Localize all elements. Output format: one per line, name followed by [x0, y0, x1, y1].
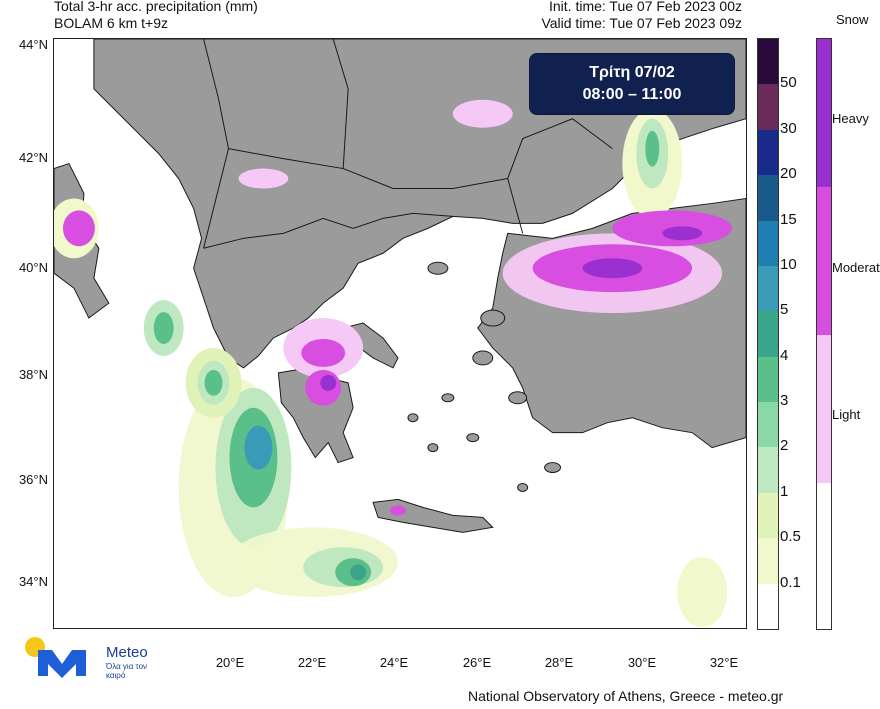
- time-window-badge: Τρίτη 07/02 08:00 – 11:00: [529, 53, 735, 115]
- rain-colorbar-label: 30: [780, 119, 797, 137]
- lon-label: 20°E: [215, 655, 245, 670]
- lon-label: 24°E: [379, 655, 409, 670]
- rain-areas: [54, 108, 728, 628]
- rain-colorbar-segment: [758, 220, 778, 266]
- rain-colorbar-segment: [758, 447, 778, 493]
- lat-label: 42°N: [18, 150, 48, 165]
- precipitation-map: [53, 38, 747, 629]
- rain-colorbar-segment: [758, 39, 778, 85]
- rain-colorbar-segment: [758, 492, 778, 539]
- logo-tagline: Όλα για τον καιρό: [106, 662, 148, 680]
- rain-colorbar-label: 5: [780, 301, 789, 319]
- lon-label: 22°E: [297, 655, 327, 670]
- lat-label: 34°N: [18, 574, 48, 589]
- rain-colorbar-label: 20: [780, 165, 797, 183]
- rain-colorbar-segment: [758, 538, 778, 584]
- rain-colorbar: [757, 38, 779, 630]
- logo-name: Meteo: [106, 644, 148, 661]
- rain-colorbar-segment: [758, 311, 778, 357]
- valid-time: Valid time: Tue 07 Feb 2023 09z: [541, 15, 742, 31]
- rain-colorbar-label: 50: [780, 74, 797, 92]
- snow-scale-title: Snow: [836, 12, 869, 27]
- balkans-land: [93, 39, 746, 369]
- rain-colorbar-segment: [758, 175, 778, 221]
- footer-credit: National Observatory of Athens, Greece -…: [468, 688, 784, 704]
- country-borders: [203, 39, 613, 249]
- rain-colorbar-label: 15: [780, 210, 797, 228]
- rain-colorbar-label: 4: [780, 346, 789, 364]
- time-block: Init. time: Tue 07 Feb 2023 00z Valid ti…: [541, 0, 742, 32]
- snow-areas: [62, 99, 733, 516]
- hours-label: 08:00 – 11:00: [582, 86, 682, 103]
- model-subtitle: BOLAM 6 km t+9z: [54, 15, 168, 31]
- snow-colorbar-segment: [817, 187, 831, 335]
- rain-colorbar-label: 0.1: [780, 573, 801, 591]
- rain-colorbar-segment: [758, 84, 778, 130]
- map-title: Total 3-hr acc. precipitation (mm): [54, 0, 258, 14]
- rain-colorbar-label: 1: [780, 482, 789, 500]
- init-time: Init. time: Tue 07 Feb 2023 00z: [548, 0, 742, 14]
- snow-colorbar-segment: [817, 483, 831, 629]
- lon-label: 30°E: [627, 655, 657, 670]
- lon-label: 28°E: [544, 655, 574, 670]
- aegean-islands: [407, 261, 562, 492]
- snow-label-light: Light: [832, 407, 861, 422]
- snow-colorbar: [816, 38, 832, 630]
- lon-label: 32°E: [709, 655, 739, 670]
- rain-colorbar-label: 3: [780, 392, 789, 410]
- rain-colorbar-label: 0.5: [780, 528, 801, 546]
- lon-label: 26°E: [462, 655, 492, 670]
- snow-colorbar-segment: [817, 39, 831, 187]
- m-logo-icon: [38, 650, 86, 678]
- rain-colorbar-segment: [758, 129, 778, 176]
- snow-label-moderate: Moderate: [832, 260, 880, 275]
- lat-label: 44°N: [18, 37, 48, 52]
- lat-label: 36°N: [18, 472, 48, 487]
- title-block: Total 3-hr acc. precipitation (mm) BOLAM…: [54, 0, 258, 32]
- rain-colorbar-segment: [758, 583, 778, 629]
- rain-colorbar-label: 2: [780, 437, 789, 455]
- rain-colorbar-segment: [758, 265, 778, 312]
- lat-label: 40°N: [18, 260, 48, 275]
- rain-colorbar-segment: [758, 356, 778, 402]
- rain-colorbar-label: 10: [780, 255, 797, 273]
- snow-label-heavy: Heavy: [832, 111, 869, 126]
- snow-colorbar-segment: [817, 335, 831, 483]
- rain-colorbar-segment: [758, 402, 778, 448]
- lat-label: 38°N: [18, 367, 48, 382]
- day-label: Τρίτη 07/02: [589, 64, 675, 81]
- meteo-logo: [25, 637, 86, 678]
